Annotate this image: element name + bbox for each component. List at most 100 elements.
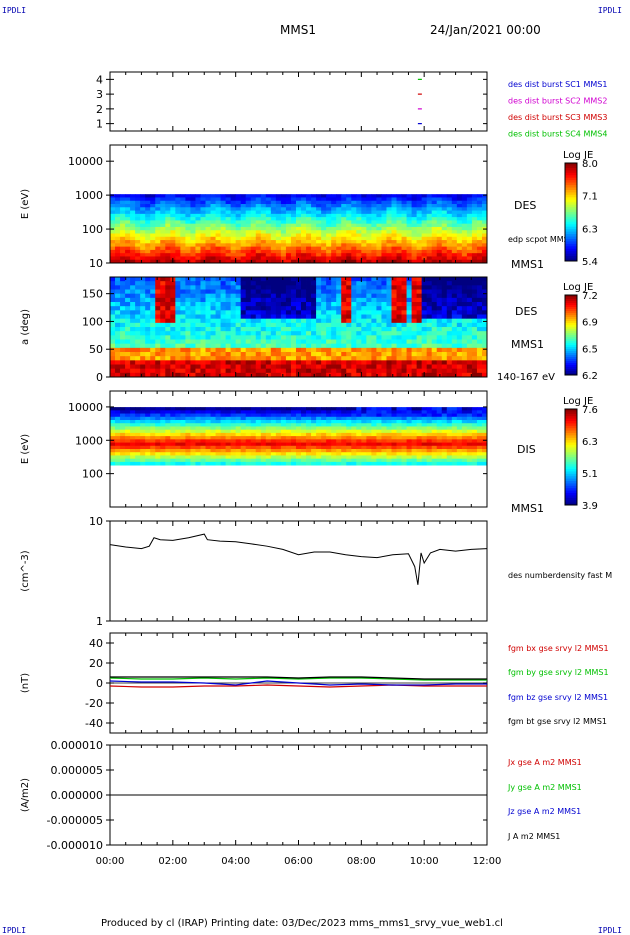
des-energy-panel-cell (306, 204, 311, 208)
dis-energy-panel-cell (185, 459, 190, 463)
dis-energy-panel-cell (226, 417, 231, 421)
des-energy-panel-cell (417, 211, 422, 215)
dis-energy-panel-cell (447, 410, 452, 414)
des-energy-panel-cell (195, 211, 200, 215)
dis-energy-panel-cell (311, 417, 316, 421)
dis-energy-panel-cell (477, 417, 482, 421)
dis-energy-panel-cell (361, 430, 366, 434)
des-energy-panel-cell (221, 204, 226, 208)
des-pitch-panel-cell (391, 310, 396, 315)
des-pitch-panel-cell (442, 323, 447, 328)
dis-energy-panel-cell (180, 423, 185, 427)
des-energy-panel-cell (175, 237, 180, 241)
des-energy-panel-cell (442, 201, 447, 205)
des-energy-panel-cell (251, 211, 256, 215)
dis-energy-panel-cell (261, 446, 266, 450)
dis-energy-panel-cell (417, 449, 422, 453)
dis-energy-panel-cell (135, 414, 140, 418)
des-pitch-panel-cell (110, 365, 115, 370)
des-energy-panel-cell (185, 207, 190, 211)
dis-energy-panel-cell (251, 414, 256, 418)
des-energy-panel-cell (346, 194, 351, 198)
des-energy-panel-cell (276, 204, 281, 208)
des-pitch-panel-cell (150, 352, 155, 357)
des-energy-panel-cell (221, 220, 226, 224)
des-pitch-panel-cell (200, 294, 205, 299)
dis-energy-panel-cell (351, 439, 356, 443)
des-pitch-panel-cell (145, 340, 150, 345)
des-pitch-panel-cell (221, 310, 226, 315)
dis-energy-panel-cell (291, 436, 296, 440)
des-pitch-panel-cell (402, 323, 407, 328)
dis-energy-panel-cell (110, 443, 115, 447)
des-energy-panel-cell (417, 217, 422, 221)
des-pitch-panel-cell (180, 352, 185, 357)
dis-energy-panel-cell (125, 426, 130, 430)
des-energy-panel-cell (236, 247, 241, 251)
dis-energy-panel-cell (165, 417, 170, 421)
dis-energy-panel-cell (206, 433, 211, 437)
des-pitch-panel-cell (251, 310, 256, 315)
des-pitch-panel-cell (402, 348, 407, 353)
des-energy-panel-cell (170, 211, 175, 215)
des-energy-panel-cell (120, 211, 125, 215)
dis-energy-panel-cell (386, 436, 391, 440)
des-energy-panel-cell (185, 201, 190, 205)
des-pitch-panel-cell (447, 344, 452, 349)
des-pitch-panel-cell (261, 319, 266, 324)
dis-energy-panel-cell (145, 459, 150, 463)
des-pitch-panel-cell (125, 323, 130, 328)
dis-energy-panel-cell (251, 423, 256, 427)
des-pitch-panel-cell (462, 348, 467, 353)
des-pitch-panel-cell (477, 327, 482, 332)
des-pitch-panel-cell (271, 315, 276, 320)
des-pitch-panel-cell (160, 344, 165, 349)
dis-energy-panel-cell (190, 455, 195, 459)
des-energy-panel-cell (145, 201, 150, 205)
des-energy-panel-cell (321, 220, 326, 224)
dis-energy-panel-cell (412, 455, 417, 459)
des-pitch-panel-cell (427, 290, 432, 295)
dis-energy-panel-cell (361, 407, 366, 411)
des-pitch-panel-cell (206, 306, 211, 311)
des-energy-panel-cell (145, 234, 150, 238)
des-pitch-panel-cell (195, 281, 200, 286)
des-energy-panel-cell (336, 240, 341, 244)
des-pitch-panel-cell (165, 281, 170, 286)
des-energy-panel-cell (321, 247, 326, 251)
des-pitch-panel-cell (366, 294, 371, 299)
des-energy-panel-cell (145, 224, 150, 228)
des-energy-panel-cell (206, 227, 211, 231)
des-pitch-panel-cell (206, 294, 211, 299)
dis-energy-panel-cell (155, 430, 160, 434)
des-pitch-panel-cell (185, 369, 190, 374)
des-pitch-panel-cell (150, 306, 155, 311)
des-energy-panel-cell (276, 217, 281, 221)
des-pitch-panel-cell (336, 277, 341, 282)
des-energy-panel-cell (311, 237, 316, 241)
des-pitch-panel-cell (135, 331, 140, 336)
des-energy-panel-cell (417, 256, 422, 260)
dis-energy-panel-cell (376, 430, 381, 434)
dis-energy-panel-cell (211, 446, 216, 450)
des-energy-panel-cell (170, 240, 175, 244)
des-energy-panel-cell (376, 197, 381, 201)
des-energy-panel-cell (381, 250, 386, 254)
des-pitch-panel-cell (241, 335, 246, 340)
des-pitch-panel-cell (115, 360, 120, 365)
des-pitch-panel-cell (432, 365, 437, 370)
des-pitch-panel-cell (311, 315, 316, 320)
dis-energy-panel-cell (412, 446, 417, 450)
des-pitch-panel-cell (266, 306, 271, 311)
dis-energy-panel-cell (246, 439, 251, 443)
des-energy-panel-cell (417, 243, 422, 247)
des-pitch-panel-cell (291, 360, 296, 365)
dis-energy-panel-cell (356, 426, 361, 430)
des-energy-panel-cell (306, 197, 311, 201)
des-pitch-panel-cell (221, 290, 226, 295)
dis-energy-panel-cell (291, 430, 296, 434)
dis-energy-panel-cell (251, 426, 256, 430)
des-pitch-panel-cell (251, 294, 256, 299)
des-pitch-panel-cell (402, 344, 407, 349)
des-energy-panel-cell (331, 247, 336, 251)
